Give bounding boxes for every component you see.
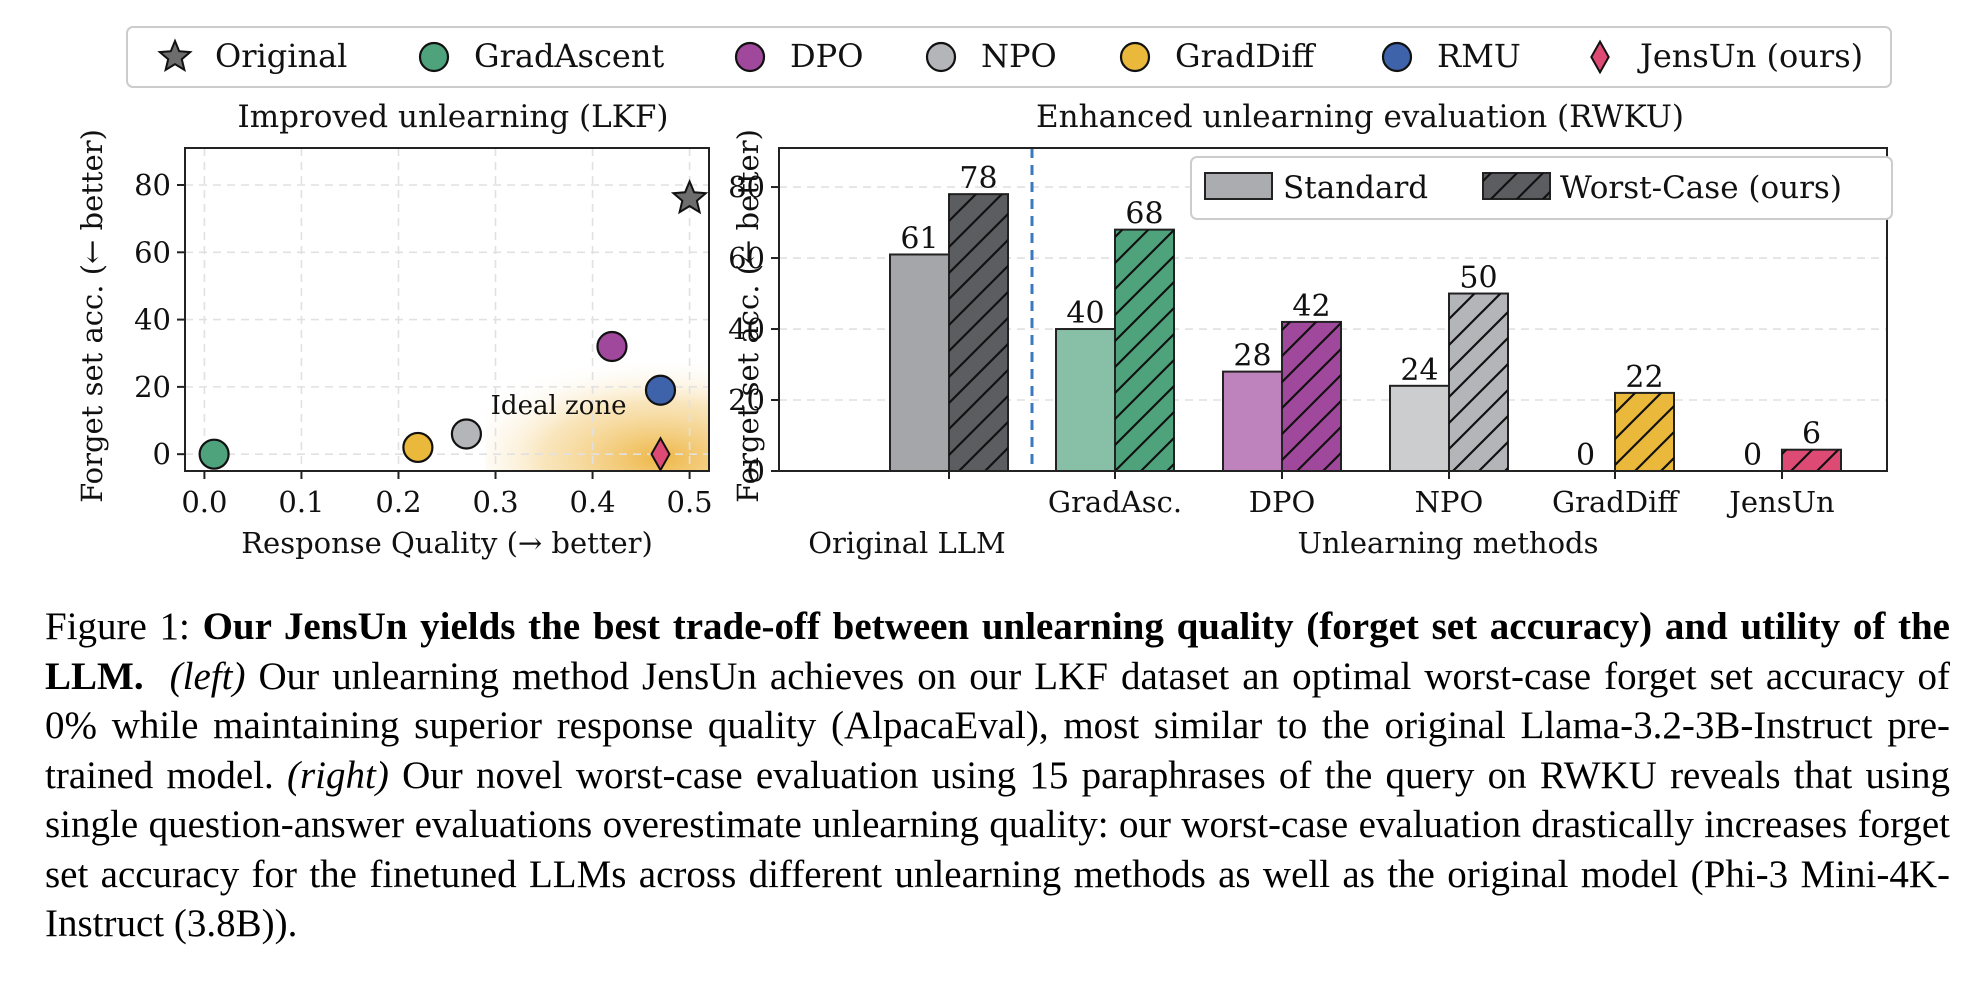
legend-marker-npo xyxy=(925,41,957,73)
legend-swatch-standard xyxy=(1204,172,1273,200)
bar-standard-dpo xyxy=(1222,370,1283,472)
scatter-tick-label-x: 0.2 xyxy=(375,485,421,519)
scatter-tick-label-y: 80 xyxy=(134,168,171,202)
legend-label-gradascent: GradAscent xyxy=(474,37,664,75)
legend-marker-dpo xyxy=(734,41,766,73)
bar-tick-label-y: 80 xyxy=(728,170,765,204)
scatter-points xyxy=(198,178,709,473)
bar-axes-frame xyxy=(778,147,1888,472)
scatter-tick-label-y: 40 xyxy=(134,303,171,337)
bar-category-gradasc: GradAsc. xyxy=(1048,485,1182,519)
legend-label-jensun-ours: JensUn (ours) xyxy=(1637,37,1863,75)
caption-left-tag: (left) xyxy=(169,654,246,698)
bar-hatch-dpo xyxy=(1282,321,1341,471)
scatter-tick-label-x: 0.5 xyxy=(667,485,713,519)
bar-hatch-npo xyxy=(1449,293,1508,471)
value-label-standard-jensun: 0 xyxy=(1743,438,1762,473)
legend-label-original: Original xyxy=(215,37,347,75)
scatter-title: Improved unlearning (LKF) xyxy=(237,99,668,135)
scatter-tick-label-x: 0.4 xyxy=(569,485,615,519)
bar-category-jensun: JensUn xyxy=(1726,485,1834,519)
figure-legend: Original GradAscent DPO NPO GradDiff RMU JensU… xyxy=(126,26,1892,88)
bar-tick-label-y: 0 xyxy=(747,454,765,488)
legend-label-npo: NPO xyxy=(981,37,1057,75)
scatter-tick-label-x: 0.1 xyxy=(278,485,324,519)
bar-standard-original-llm xyxy=(889,253,950,472)
legend-swatch-hatch xyxy=(1483,173,1550,199)
scatter-y-label: Forget set acc. (← better) xyxy=(75,129,109,503)
scatter-panel: Improved unlearning (LKF) 0.0 0.1 0.2 0.3 0.… xyxy=(75,99,713,560)
bar-hatch-jensun xyxy=(1782,449,1841,471)
scatter-axes-frame xyxy=(184,147,710,472)
bar-tick-label-y: 60 xyxy=(728,241,765,275)
value-label-standard-gradasc: 40 xyxy=(1066,296,1104,331)
scatter-ticks: 0.0 0.1 0.2 0.3 0.4 0.5 0 20 40 60 80 xyxy=(134,168,713,519)
legend-marker-rmu xyxy=(1381,41,1413,73)
value-label-worst-case-jensun: 6 xyxy=(1802,417,1821,452)
point-original xyxy=(670,178,709,215)
bar-tick-label-y: 20 xyxy=(728,383,765,417)
point-dpo xyxy=(596,330,628,363)
caption-prefix: Figure 1: xyxy=(45,605,203,648)
figure-caption: Figure 1: Our JensUn yields the best tra… xyxy=(45,602,1950,949)
point-jensun-ours xyxy=(650,436,671,473)
legend-frame xyxy=(126,26,1892,88)
value-label-standard-graddiff: 0 xyxy=(1576,438,1595,473)
bar-bars xyxy=(889,193,1842,473)
point-gradascent xyxy=(198,438,230,470)
scatter-grid xyxy=(185,148,709,471)
point-graddiff xyxy=(402,431,434,464)
scatter-tick-label-x: 0.0 xyxy=(181,485,227,519)
point-npo xyxy=(450,418,483,450)
legend-marker-jensun-ours xyxy=(1590,39,1610,75)
scatter-tick-label-y: 0 xyxy=(153,437,171,471)
scatter-tick-label-y: 60 xyxy=(134,235,171,269)
value-label-worst-case-dpo: 42 xyxy=(1292,289,1330,324)
caption-right-text: Our novel worst-case evaluation using 15… xyxy=(45,753,1950,946)
point-rmu xyxy=(644,374,677,406)
bar-tick-label-y: 40 xyxy=(728,312,765,346)
bar-title: Enhanced unlearning evaluation (RWKU) xyxy=(1036,99,1684,135)
value-label-worst-case-npo: 50 xyxy=(1459,261,1497,296)
ideal-zone-label: Ideal zone xyxy=(491,391,627,421)
value-label-worst-case-graddiff: 22 xyxy=(1625,360,1663,395)
legend-label-rmu: RMU xyxy=(1437,37,1521,75)
bar-category-dpo: DPO xyxy=(1249,485,1316,519)
bar-category-graddiff: GradDiff xyxy=(1552,485,1680,519)
value-label-standard-dpo: 28 xyxy=(1233,339,1271,374)
bar-legend: Standard Worst-Case (ours) xyxy=(1190,156,1893,220)
legend-label-dpo: DPO xyxy=(790,37,863,75)
legend-label-graddiff: GradDiff xyxy=(1175,37,1316,75)
caption-left-text: Our unlearning method JensUn achieves on… xyxy=(45,654,1951,797)
legend-marker-original xyxy=(157,38,193,73)
legend-label-worst-case: Worst-Case (ours) xyxy=(1560,170,1842,206)
bar-panel: Enhanced unlearning evaluation (RWKU) 0 2… xyxy=(728,99,1893,560)
bar-y-label: Forget set acc. (← better) xyxy=(731,129,765,503)
bar-hatch-original-llm xyxy=(949,194,1008,471)
value-label-standard-npo: 24 xyxy=(1400,353,1438,388)
bar-category-npo: NPO xyxy=(1415,485,1484,519)
legend-label-standard: Standard xyxy=(1283,170,1428,206)
bar-value-labels: 61 78 40 68 28 42 24 50 0 22 0 6 xyxy=(900,161,1821,473)
value-label-worst-case-gradasc: 68 xyxy=(1125,197,1163,232)
value-label-standard-original-llm: 61 xyxy=(900,221,938,256)
original-llm-label: Original LLM xyxy=(808,526,1005,560)
bar-hatch-gradasc xyxy=(1115,229,1174,471)
caption-bold: Our JensUn yields the best trade-off bet… xyxy=(45,605,1950,698)
bar-standard-npo xyxy=(1389,384,1450,473)
legend-marker-gradascent xyxy=(418,41,450,73)
figure: Original GradAscent DPO NPO GradDiff RMU JensU… xyxy=(75,26,1893,560)
scatter-tick-label-y: 20 xyxy=(134,370,171,404)
caption-right-tag: (right) xyxy=(287,753,389,797)
bar-hatch-graddiff xyxy=(1615,392,1674,471)
bar-x-label: Unlearning methods xyxy=(1297,526,1598,560)
bar-standard-gradasc xyxy=(1055,328,1116,472)
scatter-x-label: Response Quality (→ better) xyxy=(241,526,653,560)
scatter-tick-label-x: 0.3 xyxy=(472,485,518,519)
value-label-worst-case-original-llm: 78 xyxy=(959,161,997,196)
legend-marker-graddiff xyxy=(1119,41,1151,73)
